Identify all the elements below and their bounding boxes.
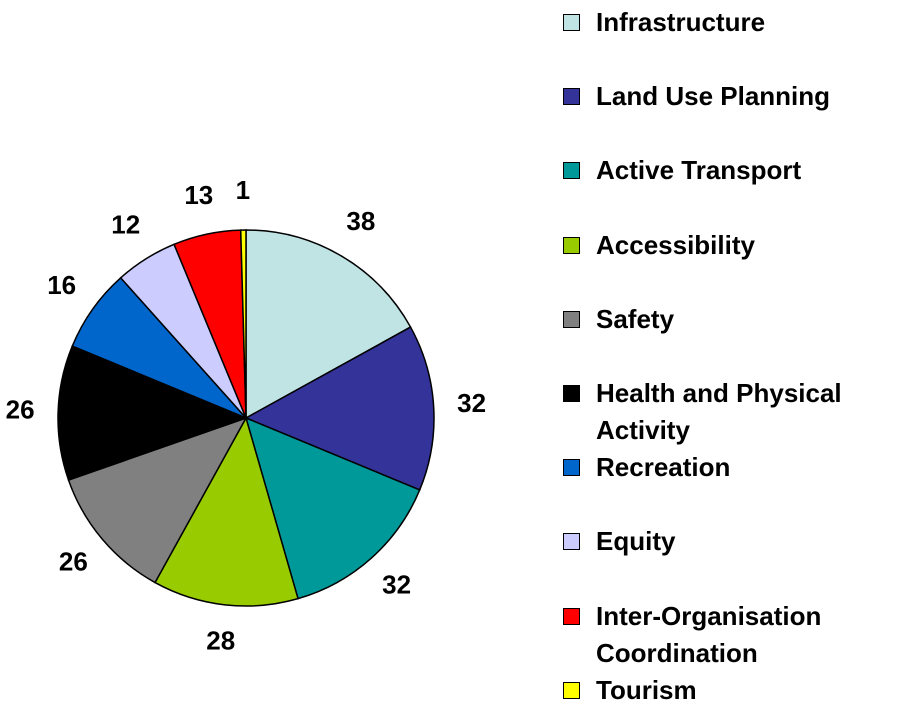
legend-item: Equity xyxy=(563,523,917,560)
pie-slice xyxy=(57,345,249,482)
legend-label: Health and Physical Activity xyxy=(596,378,842,445)
legend-label: Recreation xyxy=(596,452,731,483)
data-label: 38 xyxy=(346,206,375,236)
pie-slice xyxy=(244,326,435,491)
legend-item: Accessibility xyxy=(563,227,917,264)
data-label: 16 xyxy=(47,270,76,300)
legend-swatch xyxy=(563,162,580,180)
legend-label: Land Use Planning xyxy=(596,81,831,112)
legend-swatch xyxy=(563,14,580,31)
data-label: 26 xyxy=(6,395,35,425)
data-label: 1 xyxy=(236,175,250,205)
legend-swatch xyxy=(563,236,580,254)
pie-slice xyxy=(239,229,247,419)
data-label: 32 xyxy=(457,388,486,418)
legend-swatch xyxy=(563,459,580,477)
data-label: 32 xyxy=(382,569,411,599)
data-label: 12 xyxy=(111,210,140,240)
legend-label: Infrastructure xyxy=(596,7,766,37)
legend-label: Safety xyxy=(596,303,675,334)
pie-slice xyxy=(154,416,299,607)
pie-slice xyxy=(244,416,421,600)
legend-item: Tourism xyxy=(563,672,917,709)
legend-item: Land Use Planning xyxy=(563,78,917,115)
legend-item: Health and Physical Activity xyxy=(563,375,917,449)
legend-swatch xyxy=(563,533,580,551)
data-label: 26 xyxy=(59,547,88,577)
pie-slice xyxy=(67,416,248,584)
legend-swatch xyxy=(563,310,580,328)
legend-label: Inter-Organisation Coordination xyxy=(596,600,822,668)
legend-item: Safety xyxy=(563,301,917,338)
legend-item: Inter-Organisation Coordination xyxy=(563,598,917,672)
legend-swatch xyxy=(563,385,580,402)
legend-label: Accessibility xyxy=(596,229,755,260)
legend-swatch xyxy=(563,681,580,699)
legend-label: Active Transport xyxy=(596,155,802,186)
data-label: 28 xyxy=(206,625,235,655)
pie-slice xyxy=(245,229,412,420)
legend-swatch xyxy=(563,88,580,106)
legend-swatch xyxy=(563,607,580,625)
legend-item: Recreation xyxy=(563,449,917,486)
legend-label: Tourism xyxy=(596,674,697,705)
legend-item: Active Transport xyxy=(563,152,917,189)
legend-label: Equity xyxy=(596,526,676,557)
chart: 38 32 32 28 26 26 16 12 13 1 xyxy=(6,175,486,656)
legend-item: Infrastructure xyxy=(563,4,917,41)
data-label: 13 xyxy=(184,180,213,210)
